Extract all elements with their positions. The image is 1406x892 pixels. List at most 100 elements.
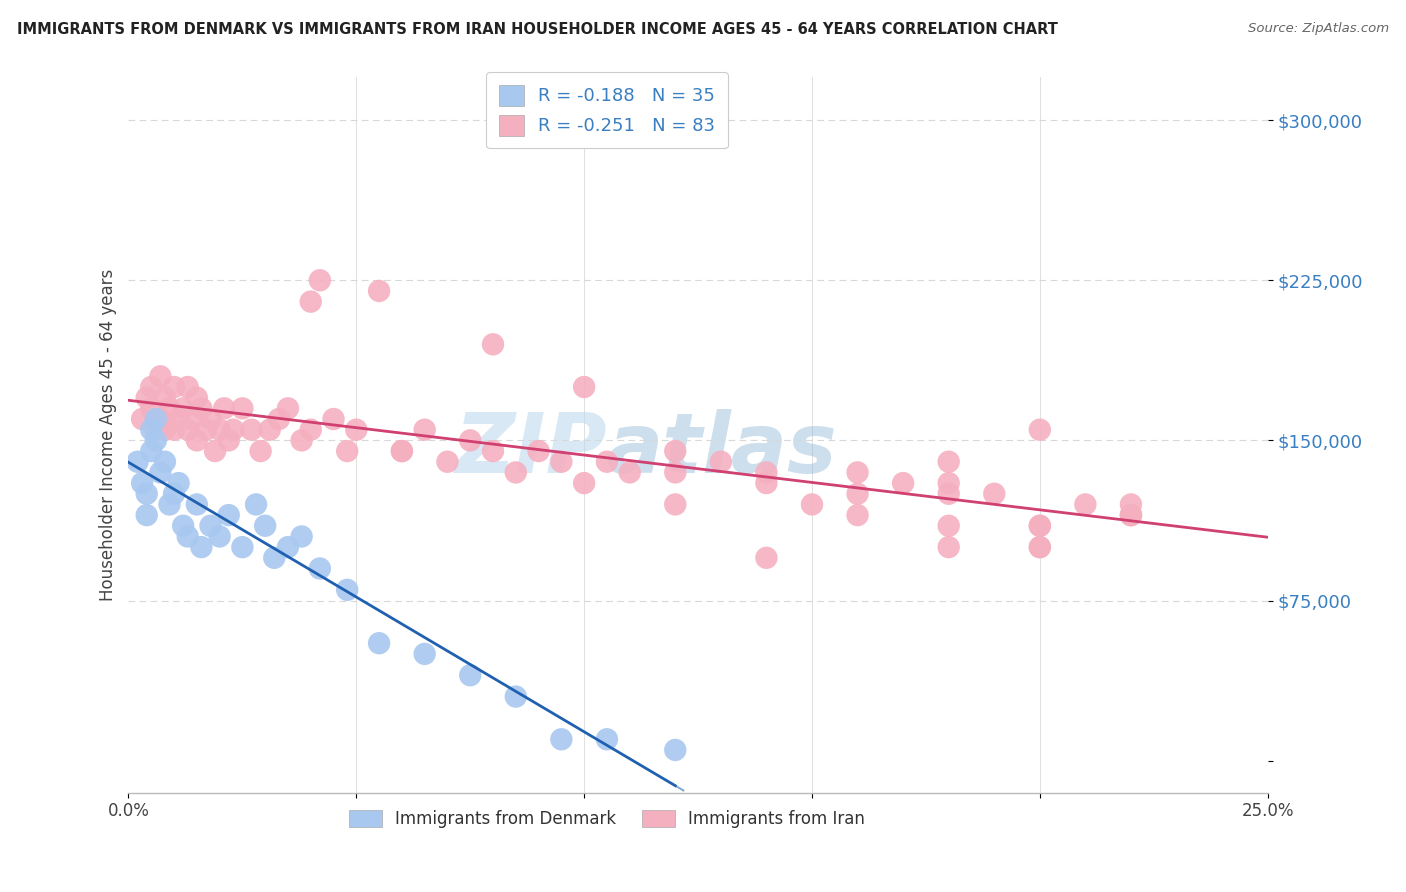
Point bbox=[299, 423, 322, 437]
Point bbox=[938, 476, 960, 491]
Point bbox=[664, 743, 686, 757]
Point bbox=[755, 550, 778, 565]
Text: IMMIGRANTS FROM DENMARK VS IMMIGRANTS FROM IRAN HOUSEHOLDER INCOME AGES 45 - 64 : IMMIGRANTS FROM DENMARK VS IMMIGRANTS FR… bbox=[17, 22, 1057, 37]
Point bbox=[145, 434, 167, 448]
Point bbox=[413, 647, 436, 661]
Point bbox=[177, 423, 200, 437]
Point bbox=[263, 550, 285, 565]
Point bbox=[254, 518, 277, 533]
Point bbox=[1119, 508, 1142, 522]
Point bbox=[163, 487, 186, 501]
Point bbox=[1119, 508, 1142, 522]
Point bbox=[135, 508, 157, 522]
Point bbox=[231, 401, 253, 416]
Point bbox=[259, 423, 281, 437]
Point bbox=[190, 401, 212, 416]
Point bbox=[149, 412, 172, 426]
Point bbox=[846, 508, 869, 522]
Point bbox=[172, 401, 194, 416]
Point bbox=[212, 401, 235, 416]
Point bbox=[131, 412, 153, 426]
Point bbox=[458, 668, 481, 682]
Point bbox=[413, 423, 436, 437]
Point bbox=[308, 273, 330, 287]
Point bbox=[1119, 498, 1142, 512]
Point bbox=[550, 732, 572, 747]
Point bbox=[153, 423, 176, 437]
Point bbox=[190, 540, 212, 554]
Point bbox=[218, 508, 240, 522]
Point bbox=[177, 380, 200, 394]
Point bbox=[1029, 423, 1052, 437]
Point bbox=[218, 434, 240, 448]
Point bbox=[200, 518, 222, 533]
Point bbox=[153, 391, 176, 405]
Point bbox=[167, 412, 190, 426]
Point bbox=[801, 498, 824, 512]
Point bbox=[368, 636, 391, 650]
Point bbox=[159, 498, 181, 512]
Point bbox=[249, 444, 271, 458]
Point bbox=[938, 455, 960, 469]
Point bbox=[619, 466, 641, 480]
Point bbox=[145, 423, 167, 437]
Point bbox=[277, 401, 299, 416]
Point bbox=[267, 412, 290, 426]
Point bbox=[145, 412, 167, 426]
Point bbox=[336, 444, 359, 458]
Point bbox=[1074, 498, 1097, 512]
Point bbox=[664, 444, 686, 458]
Point bbox=[231, 540, 253, 554]
Point bbox=[1029, 518, 1052, 533]
Point bbox=[208, 529, 231, 543]
Point bbox=[141, 423, 163, 437]
Point bbox=[664, 466, 686, 480]
Point bbox=[938, 487, 960, 501]
Point bbox=[344, 423, 367, 437]
Point bbox=[167, 476, 190, 491]
Point bbox=[163, 423, 186, 437]
Point bbox=[336, 582, 359, 597]
Point bbox=[204, 444, 226, 458]
Point bbox=[550, 455, 572, 469]
Point bbox=[505, 466, 527, 480]
Point bbox=[141, 444, 163, 458]
Point bbox=[596, 732, 619, 747]
Point bbox=[149, 466, 172, 480]
Point bbox=[200, 412, 222, 426]
Point bbox=[572, 476, 595, 491]
Point bbox=[664, 498, 686, 512]
Point bbox=[505, 690, 527, 704]
Point bbox=[172, 518, 194, 533]
Point bbox=[141, 380, 163, 394]
Point bbox=[527, 444, 550, 458]
Point bbox=[186, 391, 208, 405]
Point bbox=[181, 412, 204, 426]
Point bbox=[308, 561, 330, 575]
Point bbox=[436, 455, 458, 469]
Point bbox=[299, 294, 322, 309]
Point bbox=[482, 337, 505, 351]
Point bbox=[131, 476, 153, 491]
Point bbox=[291, 434, 314, 448]
Point bbox=[322, 412, 344, 426]
Point bbox=[177, 529, 200, 543]
Point bbox=[938, 518, 960, 533]
Point bbox=[983, 487, 1005, 501]
Y-axis label: Householder Income Ages 45 - 64 years: Householder Income Ages 45 - 64 years bbox=[100, 268, 117, 601]
Point bbox=[1029, 540, 1052, 554]
Point bbox=[222, 423, 245, 437]
Point bbox=[368, 284, 391, 298]
Point bbox=[208, 423, 231, 437]
Point bbox=[482, 444, 505, 458]
Text: ZIP: ZIP bbox=[454, 409, 607, 490]
Point bbox=[572, 380, 595, 394]
Point bbox=[153, 455, 176, 469]
Point bbox=[186, 498, 208, 512]
Point bbox=[135, 391, 157, 405]
Point bbox=[135, 487, 157, 501]
Point bbox=[159, 401, 181, 416]
Point bbox=[186, 434, 208, 448]
Point bbox=[291, 529, 314, 543]
Point bbox=[245, 498, 267, 512]
